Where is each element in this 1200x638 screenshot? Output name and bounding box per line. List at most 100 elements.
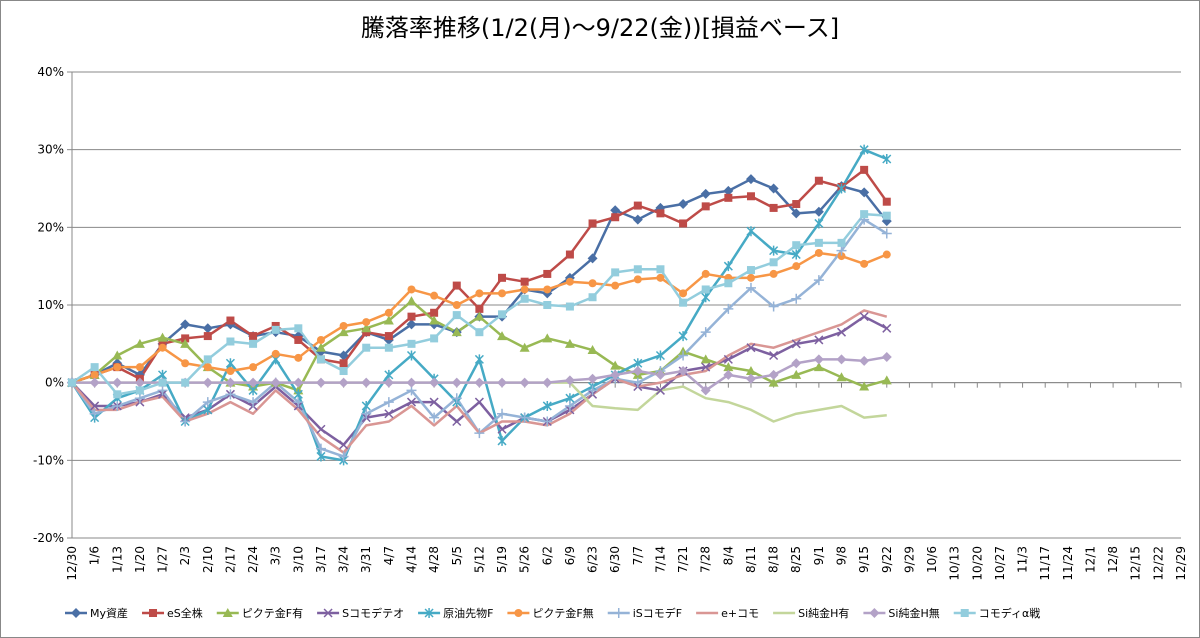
x-tick-label: 1/13 [110, 546, 124, 573]
marker [135, 386, 144, 395]
marker [339, 367, 348, 376]
x-tick-label: 6/9 [563, 546, 577, 565]
marker [632, 377, 643, 388]
marker [791, 339, 801, 349]
x-tick-label: 6/23 [586, 546, 600, 573]
marker [678, 350, 689, 361]
marker [768, 369, 779, 380]
marker [475, 328, 484, 337]
marker [406, 397, 417, 407]
marker [588, 279, 597, 288]
marker [700, 327, 711, 338]
marker [836, 327, 847, 337]
marker [565, 250, 574, 259]
x-tick-label: 4/7 [382, 546, 396, 565]
marker [158, 343, 167, 352]
x-tick-label: 12/15 [1129, 546, 1143, 581]
marker [361, 408, 372, 419]
marker [429, 377, 440, 388]
marker [384, 308, 393, 317]
marker [679, 289, 688, 298]
marker [769, 203, 778, 212]
marker [293, 377, 304, 388]
x-tick-label: 4/28 [427, 546, 441, 573]
marker [149, 609, 158, 617]
x-tick-label: 9/15 [857, 546, 871, 573]
marker [383, 315, 394, 325]
marker [543, 285, 552, 294]
marker [543, 269, 552, 278]
legend-label: e+コモ [721, 607, 759, 620]
y-tick-label: -20% [33, 531, 64, 545]
marker [430, 308, 439, 317]
marker [611, 213, 620, 222]
marker [498, 310, 507, 319]
marker [113, 390, 122, 399]
marker [249, 332, 258, 341]
x-tick-label: 5/12 [472, 546, 486, 573]
marker [700, 188, 711, 199]
marker [814, 176, 823, 185]
marker [859, 144, 869, 155]
marker [71, 608, 81, 618]
x-tick-label: 11/17 [1038, 546, 1052, 581]
marker [429, 315, 440, 325]
marker [249, 363, 258, 372]
y-tick-label: 10% [37, 298, 64, 312]
marker [157, 332, 168, 342]
marker [587, 373, 598, 384]
marker [134, 377, 145, 388]
marker [837, 252, 846, 261]
marker [294, 335, 303, 344]
x-tick-label: 8/25 [789, 546, 803, 573]
marker [406, 319, 417, 330]
legend-label: Si純金H有 [798, 606, 849, 620]
marker [497, 377, 508, 388]
legend-label: iSコモデF [633, 606, 682, 620]
marker [769, 245, 779, 256]
marker [202, 397, 213, 408]
marker [859, 381, 870, 391]
marker [90, 363, 99, 372]
marker [202, 377, 213, 388]
marker [587, 385, 598, 396]
marker [338, 350, 349, 361]
marker [406, 296, 417, 306]
marker [542, 400, 552, 411]
x-tick-label: 8/4 [721, 546, 735, 565]
marker [814, 248, 823, 257]
marker [745, 174, 756, 185]
marker [202, 323, 213, 334]
marker [723, 261, 733, 272]
marker [158, 378, 167, 387]
marker [679, 298, 688, 307]
x-tick-label: 7/28 [699, 546, 713, 573]
x-tick-label: 1/6 [88, 546, 102, 565]
marker [406, 350, 417, 361]
marker [881, 352, 892, 363]
marker [769, 350, 779, 361]
marker [407, 285, 416, 294]
x-tick-label: 4/14 [404, 546, 418, 573]
marker [497, 424, 507, 434]
marker [475, 289, 484, 298]
marker [724, 279, 733, 288]
marker [882, 211, 891, 220]
marker [792, 241, 801, 250]
marker [519, 342, 530, 352]
marker [859, 312, 869, 322]
marker [430, 291, 439, 300]
marker [384, 343, 393, 352]
marker [520, 294, 529, 303]
x-tick-label: 2/24 [246, 546, 260, 573]
marker [222, 608, 233, 617]
marker [655, 350, 665, 361]
marker [745, 282, 756, 293]
marker [180, 319, 191, 330]
marker [656, 265, 665, 274]
marker [181, 359, 190, 368]
marker [565, 302, 574, 311]
marker [613, 608, 624, 618]
x-tick-label: 12/8 [1106, 546, 1120, 573]
marker [700, 354, 711, 364]
